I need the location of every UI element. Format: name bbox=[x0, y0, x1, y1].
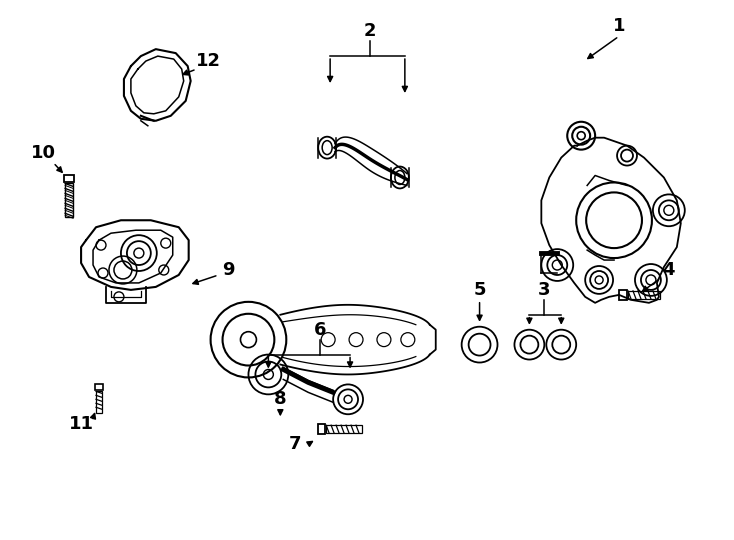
Bar bbox=[628, 291, 660, 299]
Text: 12: 12 bbox=[196, 52, 221, 70]
Text: 10: 10 bbox=[31, 144, 56, 161]
Bar bbox=[619, 290, 627, 300]
Text: 11: 11 bbox=[68, 415, 94, 433]
Text: 2: 2 bbox=[364, 22, 377, 40]
Text: 5: 5 bbox=[473, 281, 486, 299]
Bar bbox=[95, 384, 103, 390]
Text: 3: 3 bbox=[538, 281, 550, 299]
Bar bbox=[318, 424, 325, 434]
Bar bbox=[65, 184, 73, 217]
Text: 7: 7 bbox=[289, 435, 302, 453]
Text: 8: 8 bbox=[274, 390, 287, 408]
Text: 6: 6 bbox=[314, 321, 327, 339]
Bar bbox=[326, 425, 362, 433]
Text: 9: 9 bbox=[222, 261, 235, 279]
Bar bbox=[64, 176, 74, 183]
Text: 1: 1 bbox=[613, 17, 625, 35]
Text: 4: 4 bbox=[663, 261, 675, 279]
Bar bbox=[96, 392, 102, 413]
